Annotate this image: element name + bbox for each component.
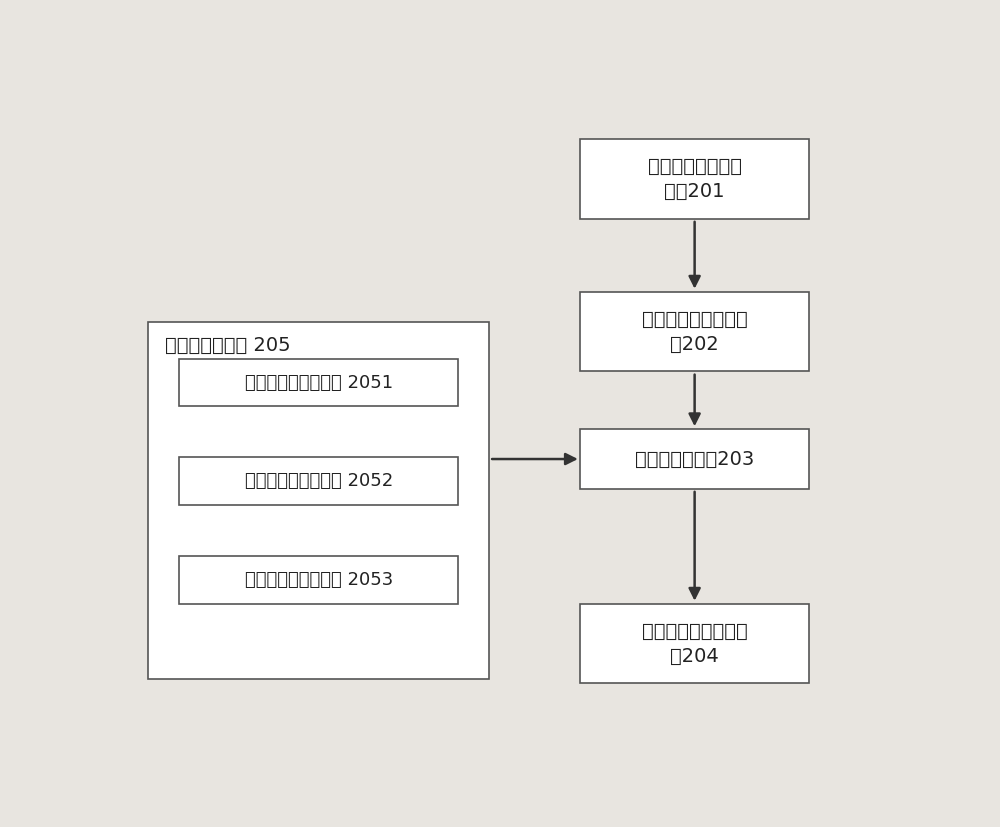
Text: 透明度获取单元203: 透明度获取单元203: [635, 450, 754, 469]
Text: 三维人体数据获取
单元201: 三维人体数据获取 单元201: [648, 157, 742, 201]
FancyBboxPatch shape: [580, 428, 809, 490]
Text: 肌肉透明度设置单元 2053: 肌肉透明度设置单元 2053: [245, 571, 393, 589]
Text: 骨骼透明度设置单元 2052: 骨骼透明度设置单元 2052: [245, 472, 393, 490]
Text: 三维人体模型处理单
元202: 三维人体模型处理单 元202: [642, 309, 748, 354]
FancyBboxPatch shape: [148, 323, 489, 679]
Text: 三维人体模型生成单
元204: 三维人体模型生成单 元204: [642, 622, 748, 666]
FancyBboxPatch shape: [580, 139, 809, 218]
FancyBboxPatch shape: [179, 457, 458, 505]
FancyBboxPatch shape: [179, 359, 458, 407]
Text: 皮肤透明度设置单元 2051: 皮肤透明度设置单元 2051: [245, 374, 393, 392]
Text: 透明度设置单元 205: 透明度设置单元 205: [165, 336, 291, 355]
FancyBboxPatch shape: [179, 556, 458, 604]
FancyBboxPatch shape: [580, 292, 809, 371]
FancyBboxPatch shape: [580, 604, 809, 683]
